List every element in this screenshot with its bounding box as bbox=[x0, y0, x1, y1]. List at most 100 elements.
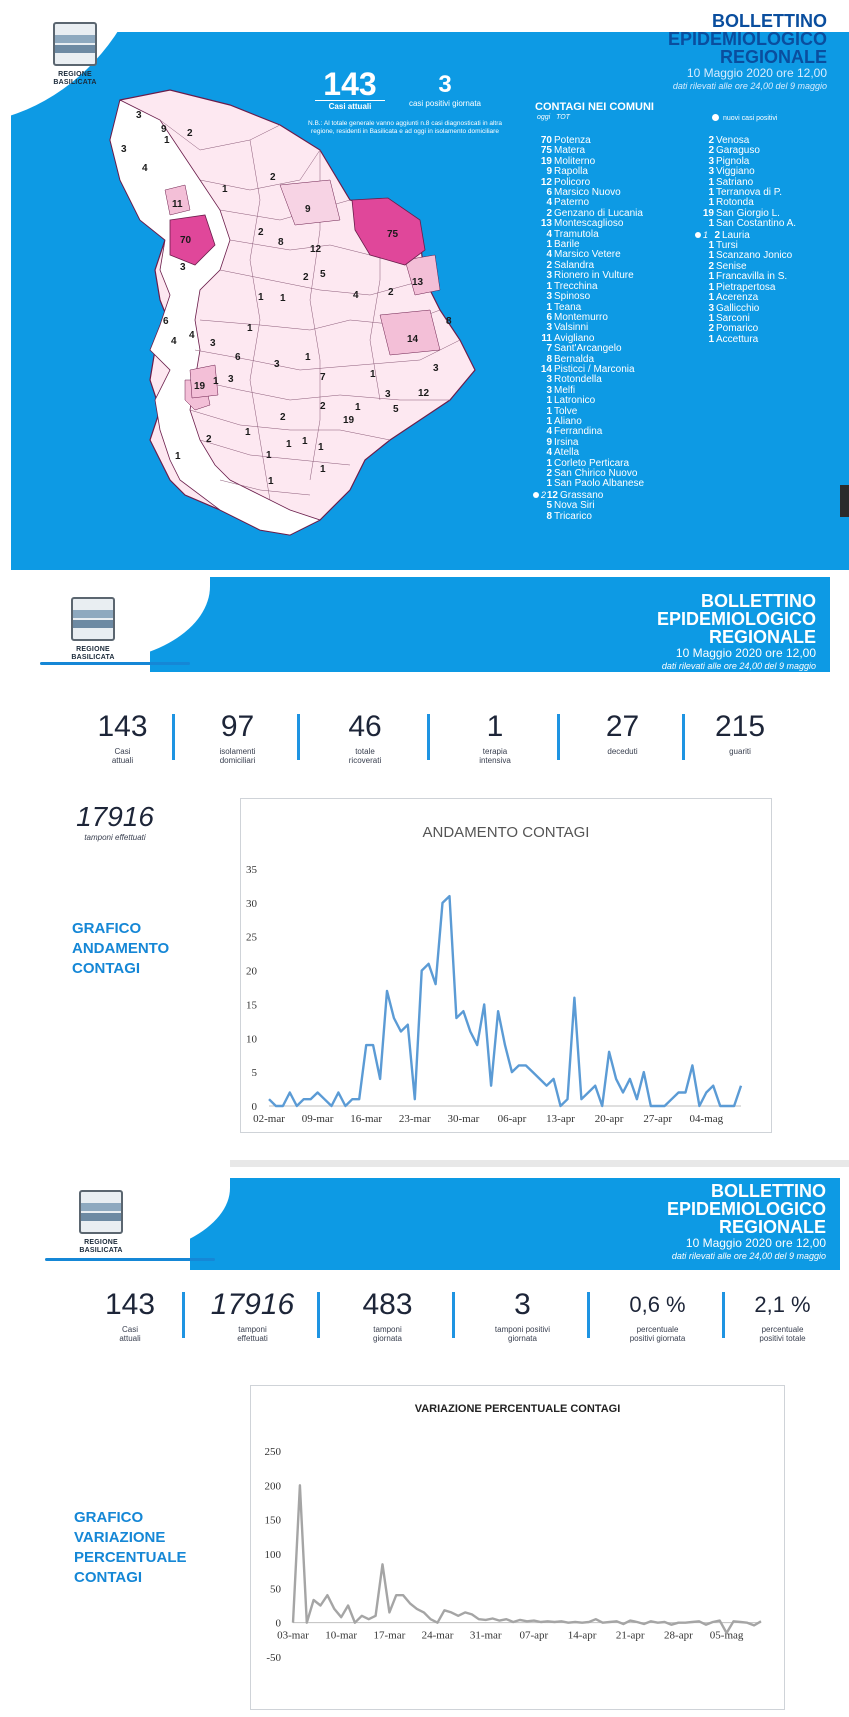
map-label: 1 bbox=[266, 450, 272, 461]
comune-count: 1 bbox=[708, 312, 714, 324]
comune-item: 1 Acerenza bbox=[690, 292, 796, 303]
comune-item: 6 Montemurro bbox=[528, 312, 644, 323]
map-label: 75 bbox=[387, 229, 399, 240]
comune-item: 1 San Paolo Albanese bbox=[528, 478, 644, 489]
map-label: 6 bbox=[163, 316, 169, 327]
comune-count: 1 bbox=[708, 176, 714, 188]
stat-item: 46 totale ricoverati bbox=[300, 710, 430, 765]
comune-name: Satriano bbox=[716, 176, 754, 188]
map-label: 3 bbox=[180, 262, 186, 273]
comune-count: 1 bbox=[546, 405, 552, 417]
stat-value: 143 bbox=[97, 710, 148, 743]
daily-positive-value: 3 bbox=[438, 71, 452, 98]
light-pink-municipalities bbox=[164, 179, 441, 411]
map-label: 5 bbox=[393, 404, 399, 415]
y-tick-label: 250 bbox=[265, 1446, 282, 1458]
comune-count: 3 bbox=[708, 155, 714, 167]
series-line bbox=[268, 894, 743, 1108]
current-cases-label: Casi attuali bbox=[315, 100, 385, 112]
comune-count: 1 bbox=[546, 301, 552, 313]
comune-count: 1 bbox=[708, 271, 714, 283]
comune-count: 1 bbox=[546, 395, 552, 407]
map-label: 1 bbox=[320, 464, 326, 475]
comune-name: Tolve bbox=[554, 405, 578, 417]
map-label: 1 bbox=[318, 442, 324, 453]
comune-name: San Chirico Nuovo bbox=[554, 468, 638, 479]
stat-value: 27 bbox=[605, 710, 640, 743]
region-name: REGIONE BASILICATA bbox=[79, 1239, 123, 1254]
comune-item: 12 Policoro bbox=[528, 177, 644, 188]
map-label: 9 bbox=[305, 204, 311, 215]
comune-name: Moliterno bbox=[554, 155, 596, 167]
stat-value: 215 bbox=[714, 710, 766, 743]
comune-name: Francavilla in S. bbox=[716, 271, 788, 283]
stats-row: 143 Casi attuali 17916 tamponi effettuati 483 t… bbox=[75, 1288, 840, 1343]
comune-item: 3 Viggiano bbox=[690, 166, 796, 178]
map-label: 3 bbox=[228, 374, 234, 385]
map-label: 6 bbox=[235, 352, 241, 363]
map-label: 1 bbox=[245, 427, 251, 438]
stat-separator bbox=[297, 714, 300, 760]
comune-count: 1 bbox=[708, 281, 714, 293]
west-region-outline bbox=[109, 99, 322, 536]
comune-item: 1 Tursi bbox=[690, 240, 796, 252]
comune-item: 2 Venosa bbox=[690, 135, 796, 146]
tamponi-value: 17916 bbox=[76, 801, 154, 832]
comune-name: Rionero in Vulture bbox=[554, 270, 634, 282]
stat-separator bbox=[722, 1292, 725, 1338]
comune-name: Paterno bbox=[554, 197, 590, 209]
column-headers: oggi TOT bbox=[537, 114, 570, 121]
comune-name: Potenza bbox=[554, 135, 591, 146]
x-tick-label: 17-mar bbox=[373, 1630, 405, 1642]
map-label: 4 bbox=[189, 330, 195, 341]
map-label: 12 bbox=[418, 388, 430, 399]
comune-item: 7 Sant'Arcangelo bbox=[528, 343, 644, 354]
comune-name: Pomarico bbox=[716, 323, 759, 335]
comune-name: Pietrapertosa bbox=[716, 281, 776, 293]
comune-item: 75 Matera bbox=[528, 145, 644, 156]
comuni-list-left: 70 Potenza 75 Matera 19 Moliterno 9 Rapolla 12 Po… bbox=[528, 135, 644, 522]
potenza-area bbox=[169, 214, 216, 266]
comune-item: 2 Pomarico bbox=[690, 323, 796, 335]
map-label: 14 bbox=[407, 334, 419, 345]
stat-item: 0,6 % percentuale positivi giornata bbox=[590, 1288, 725, 1343]
comune-count: 3 bbox=[708, 166, 714, 178]
region-logo: REGIONE BASILICATA bbox=[60, 597, 126, 662]
map-label: 1 bbox=[280, 293, 286, 304]
comune-count: 2 bbox=[546, 259, 552, 271]
map-label: 8 bbox=[278, 237, 284, 248]
comune-item: 11 Avigliano bbox=[528, 333, 644, 344]
header-underline bbox=[45, 1258, 215, 1261]
comune-count: 1 bbox=[708, 187, 714, 199]
comune-name: Tursi bbox=[716, 240, 738, 252]
stat-value: 1 bbox=[486, 710, 504, 743]
comune-item: 4 Marsico Vetere bbox=[528, 250, 644, 261]
comune-item: 6 Marsico Nuovo bbox=[528, 187, 644, 198]
comune-item: 1 2 Lauria bbox=[690, 230, 796, 241]
trend-panel: REGIONE BASILICATA BOLLETTINO EPIDEMIOLOG… bbox=[0, 575, 849, 1135]
header-underline bbox=[40, 662, 190, 665]
comune-item: 1 Pietrapertosa bbox=[690, 281, 796, 293]
nb-note: N.B.: Al totale generale vanno aggiunti … bbox=[307, 120, 503, 135]
comune-name: Terranova di P. bbox=[716, 187, 782, 199]
current-cases-value: 143 bbox=[323, 66, 377, 102]
map-label: 3 bbox=[433, 363, 439, 374]
map-label: 1 bbox=[286, 439, 292, 450]
x-tick-label: 20-apr bbox=[595, 1113, 624, 1125]
comune-item: 2 Genzano di Lucania bbox=[528, 208, 644, 219]
y-tick-label: 5 bbox=[252, 1067, 258, 1079]
comune-name: Rapolla bbox=[554, 166, 588, 178]
map-count-labels: 3 9 1 2 3 4 1 2 11 9 70 2 8 12 75 3 2 5 … bbox=[121, 110, 452, 487]
stat-label: tamponi giornata bbox=[373, 1325, 402, 1343]
map-label: 7 bbox=[320, 372, 326, 383]
comune-count: 9 bbox=[546, 436, 552, 448]
comune-name: Barile bbox=[554, 239, 580, 251]
map-label: 1 bbox=[302, 436, 308, 447]
map-label: 4 bbox=[353, 290, 359, 301]
x-tick-label: 31-mar bbox=[470, 1630, 502, 1642]
stat-label: isolamenti domiciliari bbox=[219, 747, 256, 765]
comune-name: Venosa bbox=[716, 135, 750, 146]
stat-label: tamponi effettuati bbox=[237, 1325, 268, 1343]
trend-chart-box: ANDAMENTO CONTAGI 0 5 10 15 20 25 30 35 02-mar 09… bbox=[240, 798, 772, 1133]
comune-count: 1 bbox=[546, 239, 552, 251]
